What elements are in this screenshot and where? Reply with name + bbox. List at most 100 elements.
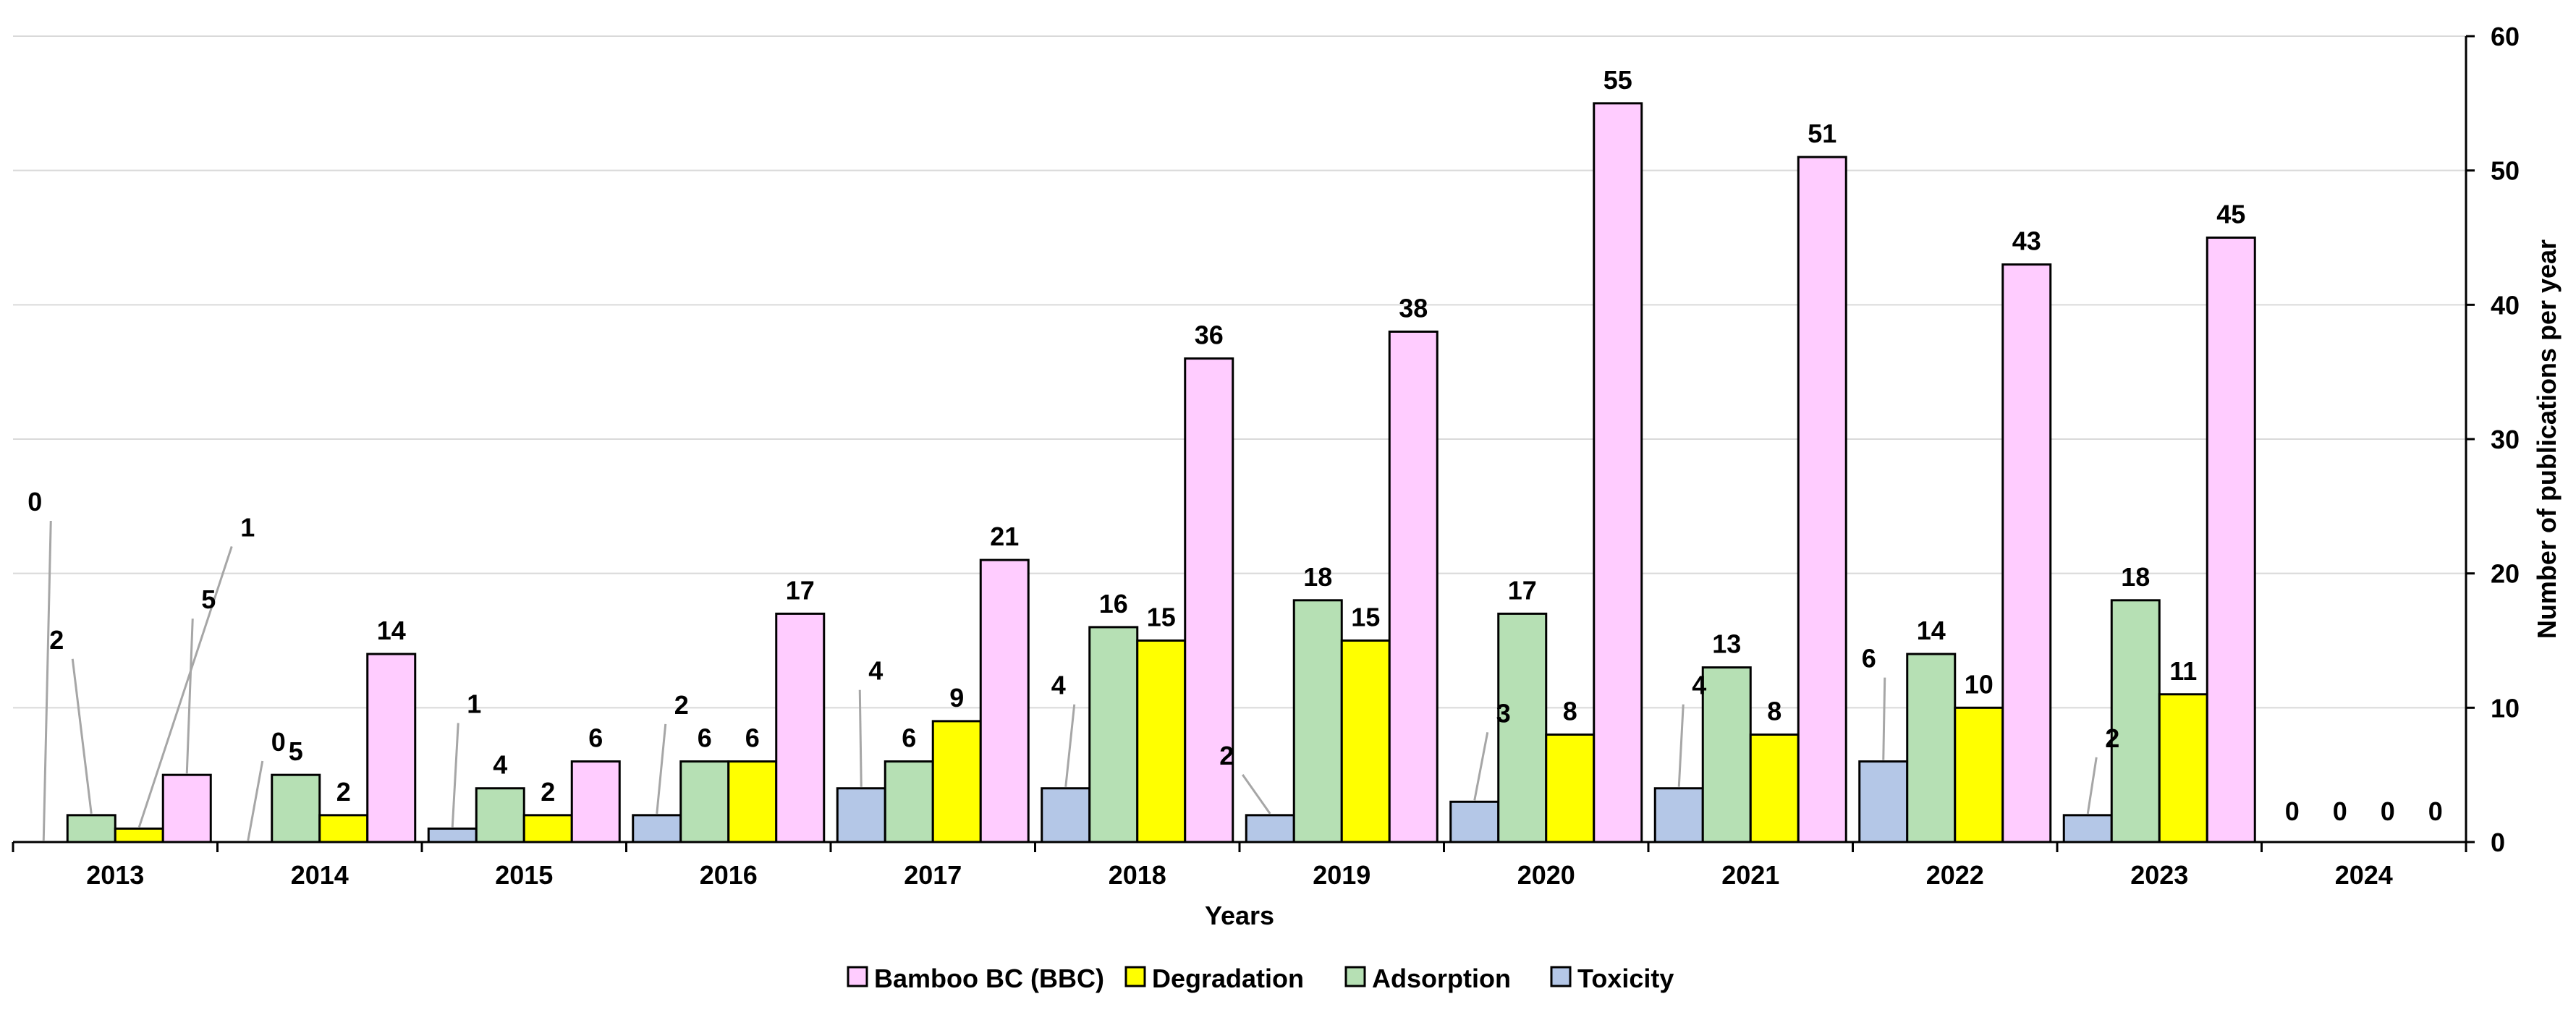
data-label-bamboo-bc-bbc--2022: 43 [2012,226,2041,256]
label-leader-line [858,689,863,787]
data-label-toxicity-2015: 1 [467,689,481,718]
x-tick-label: 2017 [904,860,962,890]
data-label-bamboo-bc-bbc--2014: 14 [377,616,406,645]
x-tick-label: 2016 [700,860,758,890]
bar-adsorption-2018 [1088,626,1139,843]
data-label-adsorption-2020: 17 [1508,575,1537,605]
data-label-toxicity-2013: 0 [27,487,42,517]
x-tick-label: 2022 [1926,860,1984,890]
legend-swatch-bamboo-bc-bbc- [847,966,868,987]
bar-toxicity-2021 [1653,787,1704,843]
data-label-toxicity-2016: 2 [674,690,689,720]
bar-bamboo-bc-bbc--2016 [775,612,826,843]
data-label-degradation-2013: 1 [240,512,255,542]
legend-label-degradation: Degradation [1152,964,1304,993]
bar-adsorption-2019 [1292,599,1343,843]
label-leader-line [71,658,93,815]
data-label-degradation-2017: 9 [949,683,964,713]
bar-degradation-2014 [318,814,369,843]
data-label-bamboo-bc-bbc--2015: 6 [588,723,603,753]
bar-bamboo-bc-bbc--2021 [1797,156,1847,843]
legend-swatch-degradation [1124,966,1146,987]
bar-degradation-2021 [1749,733,1800,843]
y-tick-label: 30 [2491,425,2520,454]
x-tick-label: 2018 [1109,860,1166,890]
data-label-adsorption-2021: 13 [1712,629,1741,659]
data-label-toxicity-2017: 4 [868,656,883,686]
x-tick-label: 2021 [1721,860,1779,890]
label-leader-line [2086,757,2098,815]
legend-label-bamboo-bc-bbc-: Bamboo BC (BBC) [874,964,1104,993]
bar-degradation-2016 [727,760,778,843]
label-leader-line [137,545,233,828]
label-leader-line [1677,704,1685,787]
data-label-toxicity-2023: 2 [2105,723,2119,753]
data-label-bamboo-bc-bbc--2016: 17 [786,575,815,605]
bar-toxicity-2016 [632,814,682,843]
x-tick-label: 2015 [495,860,553,890]
data-label-adsorption-2024: 0 [2333,796,2347,826]
bar-bamboo-bc-bbc--2017 [979,558,1030,843]
bar-adsorption-2021 [1701,666,1752,843]
bar-adsorption-2015 [475,787,525,843]
data-label-adsorption-2022: 14 [1917,616,1946,645]
data-label-toxicity-2022: 6 [1862,644,1876,673]
bar-toxicity-2023 [2062,814,2113,843]
bar-bamboo-bc-bbc--2013 [161,773,212,843]
label-leader-line [1882,677,1886,760]
legend: Bamboo BC (BBC) Degradation Adsorption Toxi… [847,964,1674,993]
data-label-bamboo-bc-bbc--2021: 51 [1808,119,1836,148]
data-label-degradation-2023: 11 [2169,656,2197,686]
data-label-bamboo-bc-bbc--2018: 36 [1195,320,1224,350]
y-axis-title: Number of publications per year [2532,239,2562,639]
data-label-bamboo-bc-bbc--2020: 55 [1603,65,1632,95]
label-leader-line [1473,732,1489,801]
bar-adsorption-2017 [884,760,934,843]
data-label-adsorption-2018: 16 [1099,589,1128,619]
x-tick-label: 2023 [2130,860,2188,890]
x-tick-label: 2020 [1517,860,1575,890]
data-label-adsorption-2014: 5 [289,736,303,766]
data-label-bamboo-bc-bbc--2019: 38 [1399,293,1428,323]
data-label-toxicity-2019: 2 [1219,741,1234,770]
bar-toxicity-2020 [1449,800,1500,843]
legend-swatch-toxicity [1550,966,1572,987]
label-leader-lines [42,520,2098,841]
bar-adsorption-2022 [1906,653,1957,843]
data-label-bamboo-bc-bbc--2023: 45 [2216,200,2245,229]
x-tick-label: 2024 [2335,860,2393,890]
y-tick-label: 10 [2491,693,2520,723]
bar-adsorption-2013 [66,814,116,843]
legend-label-adsorption: Adsorption [1372,964,1511,993]
label-leader-line [656,723,667,815]
label-leader-line [42,520,52,841]
bar-bamboo-bc-bbc--2020 [1593,102,1643,843]
data-label-bamboo-bc-bbc--2013: 5 [201,585,216,614]
data-label-adsorption-2017: 6 [902,723,916,753]
bar-degradation-2022 [1954,706,2004,843]
data-label-toxicity-2020: 3 [1496,698,1511,728]
bar-bamboo-bc-bbc--2019 [1388,330,1439,843]
data-label-bamboo-bc-bbc--2017: 21 [990,522,1019,551]
y-tick-label: 20 [2491,559,2520,589]
data-label-toxicity-2018: 4 [1051,671,1066,700]
label-leader-line [451,723,459,828]
data-label-degradation-2016: 6 [745,723,760,753]
bar-bamboo-bc-bbc--2018 [1184,357,1234,843]
data-label-adsorption-2013: 2 [49,625,64,655]
y-tick-label: 0 [2491,828,2505,857]
bar-bamboo-bc-bbc--2022 [2001,263,2052,843]
legend-swatch-adsorption [1344,966,1366,987]
bar-toxicity-2019 [1245,814,1295,843]
bar-toxicity-2022 [1858,760,1909,843]
bar-degradation-2017 [931,720,982,843]
x-tick-label: 2013 [86,860,144,890]
data-label-adsorption-2019: 18 [1303,562,1332,592]
data-label-degradation-2021: 8 [1767,696,1781,726]
bar-bamboo-bc-bbc--2015 [570,760,621,843]
data-label-toxicity-2021: 4 [1692,671,1706,700]
data-label-degradation-2018: 15 [1147,603,1176,632]
